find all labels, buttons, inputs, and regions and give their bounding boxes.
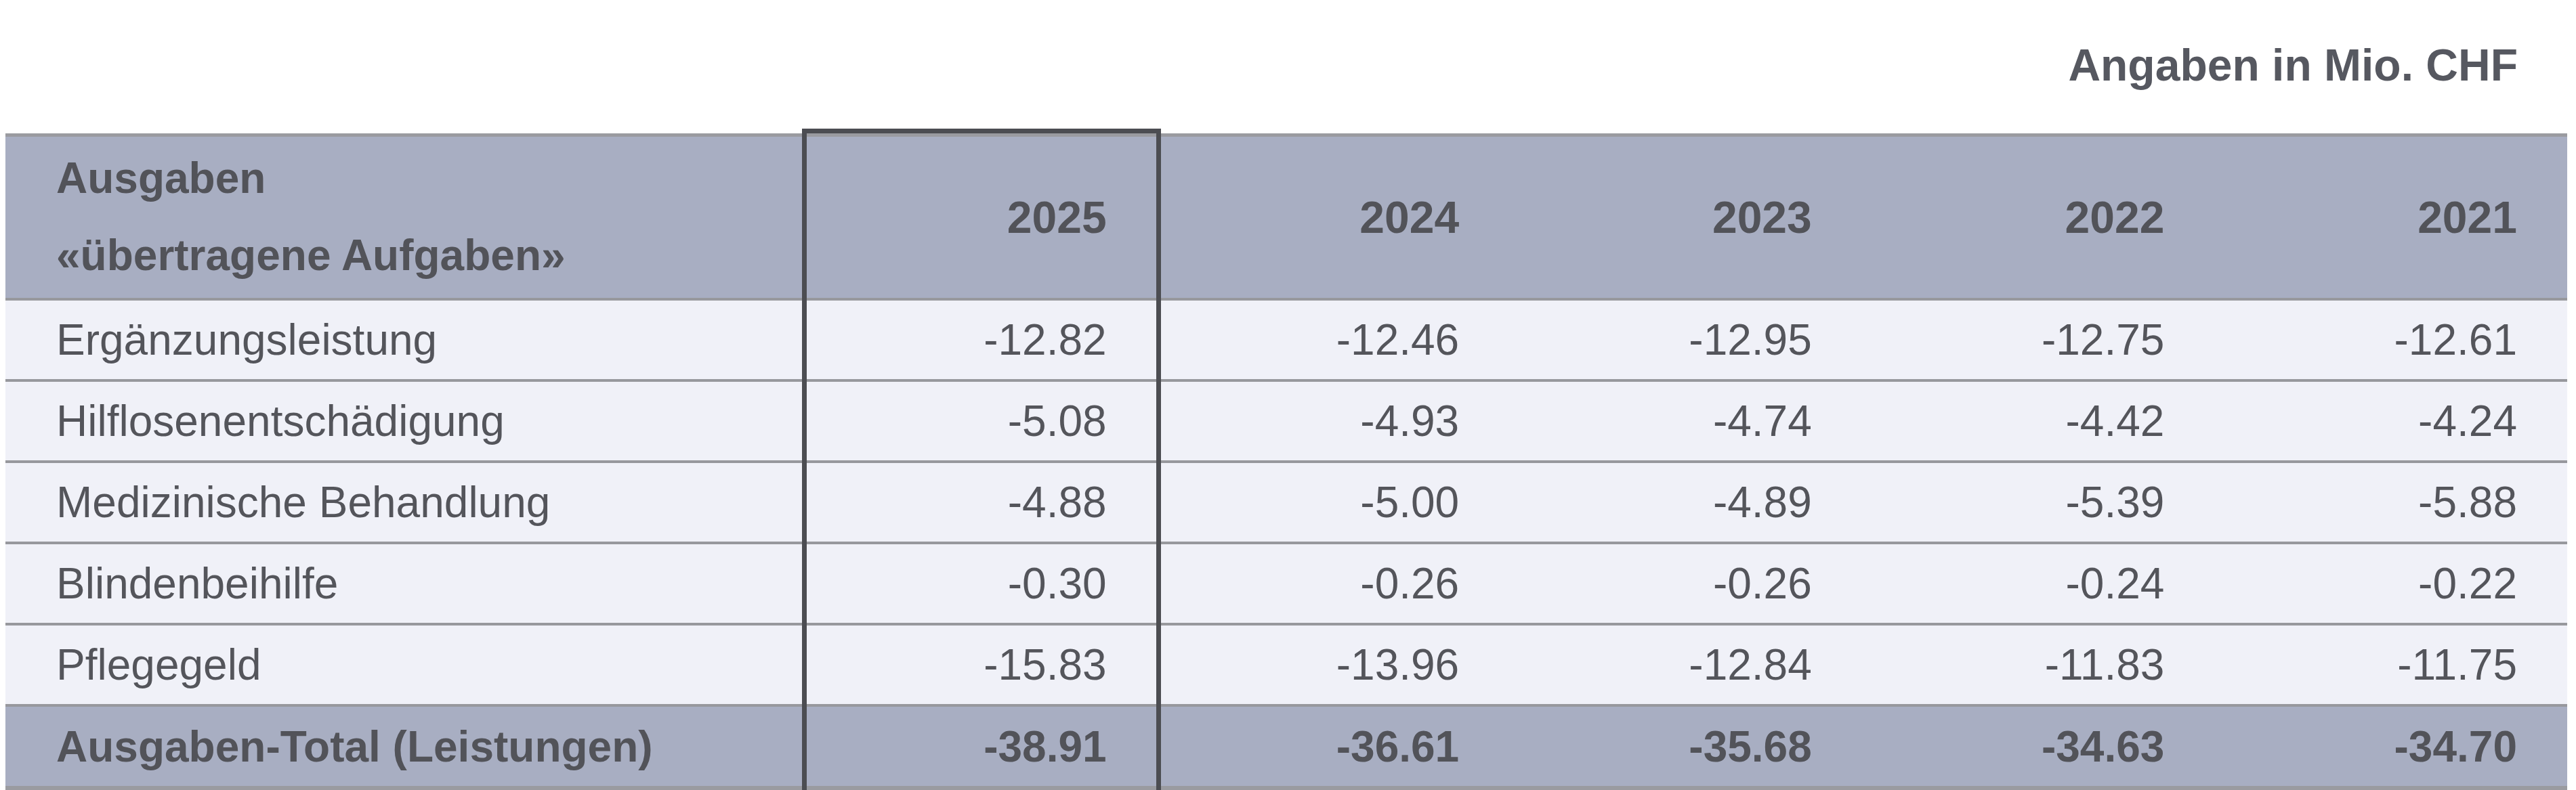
row-label: Blindenbeihilfe bbox=[5, 544, 804, 623]
value-cell: -12.46 bbox=[1157, 301, 1510, 379]
total-value-cell: -36.61 bbox=[1157, 707, 1510, 786]
total-value-cell: -38.91 bbox=[804, 707, 1157, 786]
value-cell: -0.24 bbox=[1862, 544, 2215, 623]
year-header-2022: 2022 bbox=[1862, 137, 2215, 298]
report-page: Angaben in Mio. CHF Ausgaben «übertragen… bbox=[0, 0, 2576, 790]
row-label: Pflegegeld bbox=[5, 626, 804, 704]
value-cell: -12.84 bbox=[1509, 626, 1862, 704]
total-value-cell: -35.68 bbox=[1509, 707, 1862, 786]
value-cell: -4.88 bbox=[804, 463, 1157, 542]
year-header-2023: 2023 bbox=[1509, 137, 1862, 298]
value-cell: -12.82 bbox=[804, 301, 1157, 379]
table-title-line2: «übertragene Aufgaben» bbox=[56, 217, 566, 294]
value-cell: -5.39 bbox=[1862, 463, 2215, 542]
row-label: Hilflosenentschädigung bbox=[5, 382, 804, 460]
table-row: Blindenbeihilfe -0.30 -0.26 -0.26 -0.24 … bbox=[5, 542, 2567, 623]
value-cell: -12.75 bbox=[1862, 301, 2215, 379]
value-cell: -4.74 bbox=[1509, 382, 1862, 460]
value-cell: -15.83 bbox=[804, 626, 1157, 704]
value-cell: -4.93 bbox=[1157, 382, 1510, 460]
table-row: Medizinische Behandlung -4.88 -5.00 -4.8… bbox=[5, 460, 2567, 542]
year-header-2025: 2025 bbox=[804, 137, 1157, 298]
value-cell: -11.75 bbox=[2214, 626, 2567, 704]
value-cell: -0.26 bbox=[1157, 544, 1510, 623]
value-cell: -0.26 bbox=[1509, 544, 1862, 623]
total-value-cell: -34.70 bbox=[2214, 707, 2567, 786]
value-cell: -4.24 bbox=[2214, 382, 2567, 460]
value-cell: -12.95 bbox=[1509, 301, 1862, 379]
total-row: Ausgaben-Total (Leistungen) -38.91 -36.6… bbox=[5, 704, 2567, 786]
total-value-cell: -34.63 bbox=[1862, 707, 2215, 786]
year-header-2021: 2021 bbox=[2214, 137, 2567, 298]
year-header-2024: 2024 bbox=[1157, 137, 1510, 298]
row-label: Ergänzungsleistung bbox=[5, 301, 804, 379]
value-cell: -0.30 bbox=[804, 544, 1157, 623]
value-cell: -12.61 bbox=[2214, 301, 2567, 379]
value-cell: -4.42 bbox=[1862, 382, 2215, 460]
total-label: Ausgaben-Total (Leistungen) bbox=[5, 707, 804, 786]
value-cell: -13.96 bbox=[1157, 626, 1510, 704]
value-cell: -5.08 bbox=[804, 382, 1157, 460]
value-cell: -4.89 bbox=[1509, 463, 1862, 542]
table-row: Hilflosenentschädigung -5.08 -4.93 -4.74… bbox=[5, 379, 2567, 460]
value-cell: -11.83 bbox=[1862, 626, 2215, 704]
value-cell: -5.88 bbox=[2214, 463, 2567, 542]
value-cell: -0.22 bbox=[2214, 544, 2567, 623]
table-row: Ergänzungsleistung -12.82 -12.46 -12.95 … bbox=[5, 298, 2567, 379]
table-row: Pflegegeld -15.83 -13.96 -12.84 -11.83 -… bbox=[5, 623, 2567, 704]
table-title-line1: Ausgaben bbox=[56, 140, 266, 217]
value-cell: -5.00 bbox=[1157, 463, 1510, 542]
table-header-row: Ausgaben «übertragene Aufgaben» 2025 202… bbox=[5, 137, 2567, 298]
row-label: Medizinische Behandlung bbox=[5, 463, 804, 542]
table-title-cell: Ausgaben «übertragene Aufgaben» bbox=[5, 137, 804, 298]
units-note: Angaben in Mio. CHF bbox=[2068, 39, 2518, 91]
expenses-table: Ausgaben «übertragene Aufgaben» 2025 202… bbox=[5, 133, 2567, 790]
